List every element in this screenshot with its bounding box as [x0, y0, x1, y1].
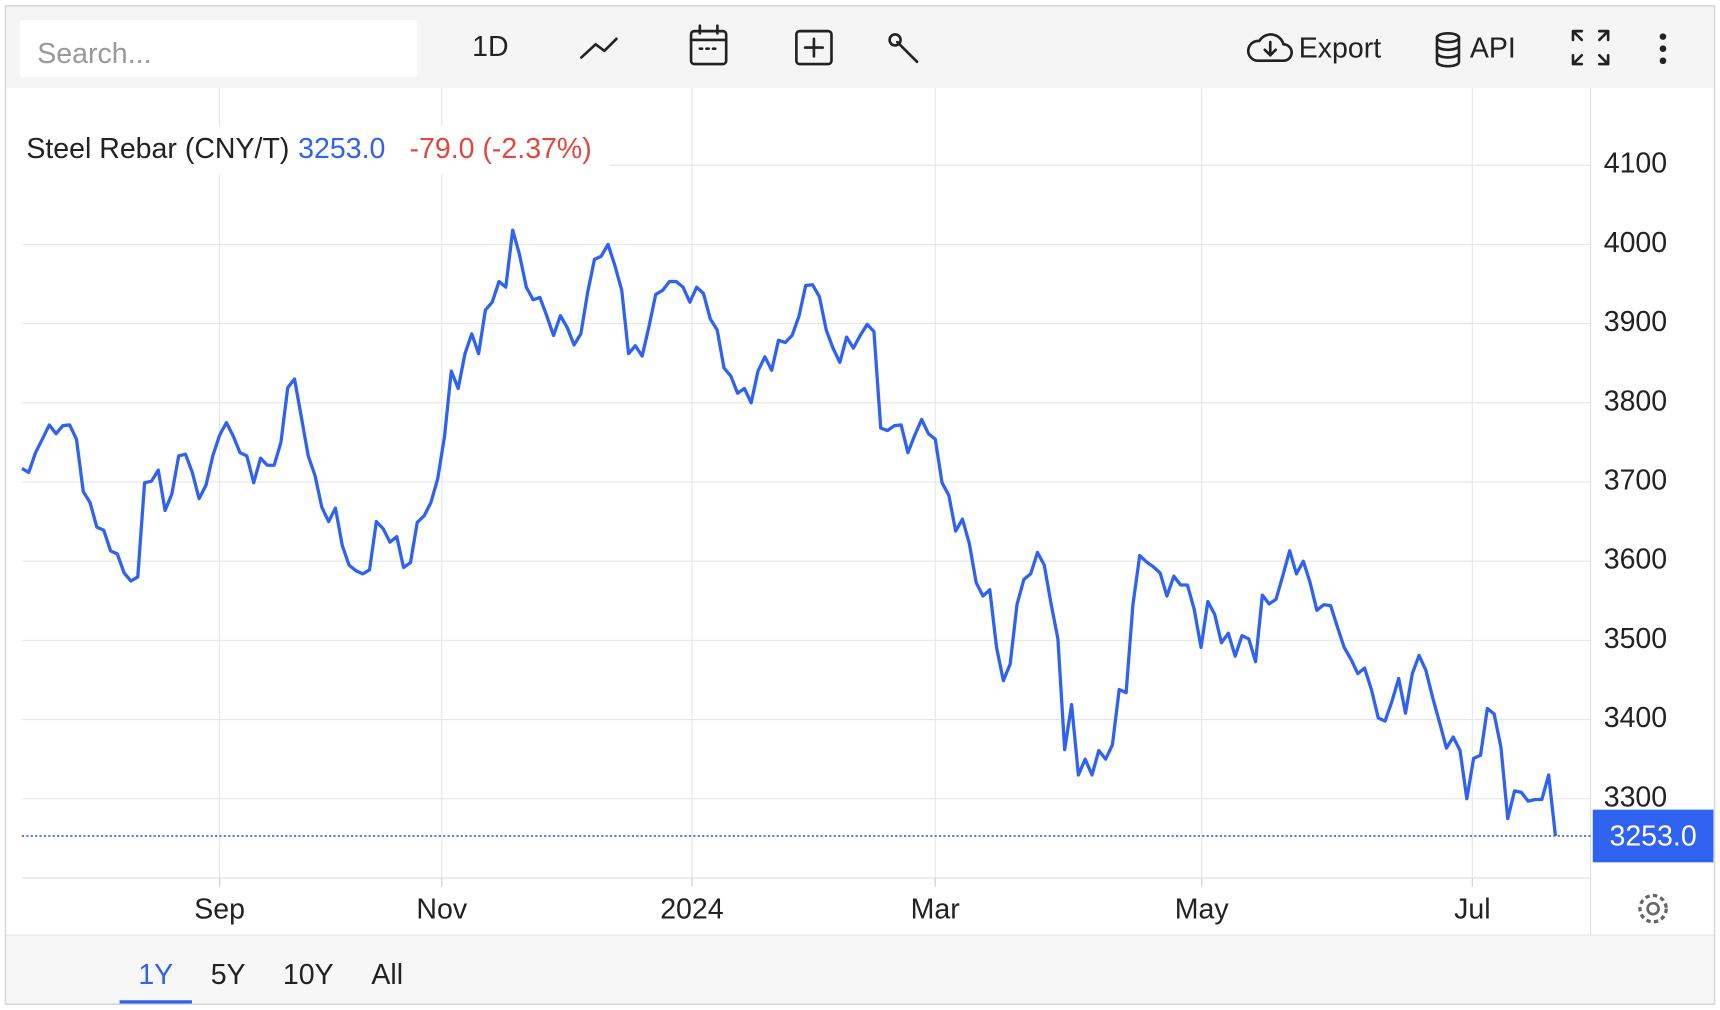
- y-tick-label: 3400: [1604, 702, 1667, 734]
- api-icon[interactable]: [1435, 31, 1461, 68]
- x-tick-label: Jul: [1454, 893, 1490, 925]
- x-tick-label: 2024: [660, 893, 724, 925]
- x-tick-label: Mar: [911, 893, 961, 925]
- price-line: [21, 228, 1558, 837]
- y-tick-label: 3600: [1604, 544, 1667, 576]
- gear-icon[interactable]: [1638, 893, 1668, 924]
- y-tick-label: 3700: [1604, 464, 1667, 496]
- y-tick-label: 4100: [1604, 148, 1667, 180]
- line-type-icon[interactable]: [580, 37, 618, 59]
- x-tick-label: May: [1175, 893, 1230, 925]
- plot: 3300 3400 3500 3600 3700 3800 3900 4000 4100 Sep N…: [21, 88, 1714, 935]
- export-button[interactable]: Export: [1299, 32, 1381, 64]
- legend-bg: [21, 125, 610, 174]
- legend-name: Steel Rebar (CNY/T): [26, 133, 289, 165]
- interval-button[interactable]: 1D: [472, 31, 508, 63]
- range-button[interactable]: 1Y: [138, 959, 173, 991]
- y-tick-label: 3500: [1604, 623, 1667, 655]
- legend-last: 3253.0: [298, 133, 385, 165]
- settings-wrench-icon[interactable]: [888, 33, 919, 64]
- x-tick-label: Nov: [416, 893, 467, 925]
- add-icon[interactable]: [795, 29, 833, 66]
- api-button[interactable]: API: [1470, 32, 1516, 64]
- more-icon[interactable]: [1659, 33, 1667, 65]
- export-icon[interactable]: [1247, 33, 1293, 63]
- y-tick-label: 3300: [1604, 781, 1667, 813]
- search-placeholder: Search...: [37, 38, 151, 70]
- legend-change: -79.0 (-2.37%): [410, 133, 592, 165]
- search-box[interactable]: [19, 20, 417, 78]
- y-tick-label: 3800: [1604, 385, 1667, 417]
- range-button[interactable]: All: [371, 959, 403, 991]
- last-price-tag: [1592, 809, 1714, 863]
- range-bar: [6, 935, 1714, 1004]
- range-button[interactable]: 10Y: [283, 959, 334, 991]
- y-tick-label: 3900: [1604, 306, 1667, 338]
- x-tick-label: Sep: [194, 893, 245, 925]
- calendar-icon[interactable]: [689, 24, 728, 66]
- last-price-tag-label: 3253.0: [1609, 821, 1696, 853]
- fullscreen-icon[interactable]: [1571, 29, 1610, 66]
- range-button[interactable]: 5Y: [211, 959, 246, 991]
- y-tick-label: 4000: [1604, 227, 1667, 259]
